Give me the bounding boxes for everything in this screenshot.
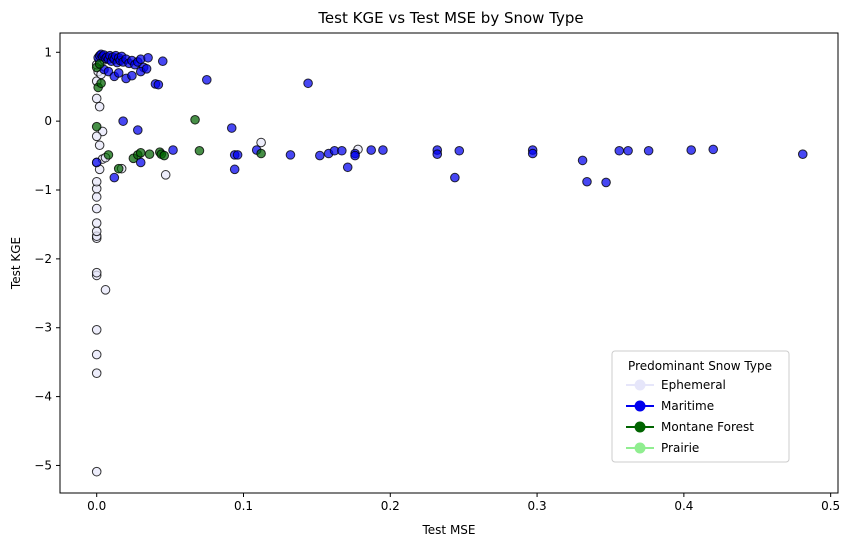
y-tick-label: 0 bbox=[44, 114, 52, 128]
data-point-maritime bbox=[201, 75, 212, 85]
data-point-ephemeral bbox=[94, 101, 105, 112]
y-tick-label: 1 bbox=[44, 45, 52, 59]
data-point-ephemeral bbox=[91, 349, 102, 360]
data-point-ephemeral bbox=[91, 131, 102, 142]
y-tick-label: −2 bbox=[34, 252, 52, 266]
x-tick-label: 0.1 bbox=[234, 499, 253, 513]
x-tick-label: 0.5 bbox=[821, 499, 840, 513]
data-point-maritime bbox=[350, 150, 360, 161]
data-point-ephemeral bbox=[91, 176, 102, 187]
data-point-maritime bbox=[454, 145, 465, 156]
legend: Predominant Snow Type Ephemeral Maritime M… bbox=[611, 350, 790, 463]
legend-entries: Ephemeral Maritime Montane Forest Prairie bbox=[626, 378, 754, 455]
data-point-ephemeral bbox=[91, 218, 102, 228]
x-tick-label: 0.4 bbox=[674, 499, 693, 513]
data-point-montane-forest bbox=[144, 149, 155, 159]
data-point-maritime bbox=[643, 145, 654, 156]
data-point-ephemeral bbox=[91, 466, 102, 477]
data-point-montane-forest bbox=[190, 114, 200, 125]
data-point-maritime bbox=[229, 164, 240, 175]
data-point-maritime bbox=[366, 145, 377, 155]
data-point-ephemeral bbox=[91, 267, 102, 278]
chart-title: Test KGE vs Test MSE by Snow Type bbox=[317, 9, 583, 27]
legend-marker-prairie bbox=[634, 442, 646, 454]
data-point-maritime bbox=[285, 150, 296, 160]
data-point-montane-forest bbox=[96, 78, 106, 89]
data-point-maritime bbox=[432, 149, 443, 159]
data-point-montane-forest bbox=[256, 148, 266, 159]
data-point-montane-forest bbox=[194, 145, 205, 156]
data-point-maritime bbox=[133, 125, 143, 135]
data-point-maritime bbox=[614, 145, 625, 156]
data-point-ephemeral bbox=[91, 203, 102, 214]
data-point-maritime bbox=[315, 150, 325, 161]
data-point-maritime bbox=[337, 145, 347, 156]
data-point-maritime bbox=[91, 157, 102, 168]
x-axis-label: Test MSE bbox=[422, 523, 476, 537]
data-point-maritime bbox=[118, 116, 128, 126]
data-point-ephemeral bbox=[160, 170, 171, 180]
legend-label-prairie: Prairie bbox=[661, 441, 699, 455]
legend-box bbox=[611, 350, 790, 463]
data-point-maritime bbox=[342, 162, 353, 173]
legend-marker-ephemeral bbox=[634, 379, 646, 391]
x-tick-label: 0.0 bbox=[87, 499, 106, 513]
data-point-maritime bbox=[527, 148, 538, 159]
data-point-ephemeral bbox=[91, 324, 102, 335]
x-tick-label: 0.3 bbox=[528, 499, 547, 513]
data-point-ephemeral bbox=[100, 285, 111, 295]
data-point-montane-forest bbox=[94, 59, 105, 69]
legend-title: Predominant Snow Type bbox=[628, 359, 772, 373]
data-point-montane-forest bbox=[103, 150, 114, 160]
y-tick-label: −3 bbox=[34, 321, 52, 335]
data-point-montane-forest bbox=[135, 148, 146, 158]
y-axis-label: Test KGE bbox=[9, 237, 23, 290]
data-point-maritime bbox=[378, 145, 388, 155]
data-point-maritime bbox=[708, 144, 719, 155]
data-point-maritime bbox=[143, 52, 153, 63]
y-tick-label: −4 bbox=[34, 390, 52, 404]
legend-label-maritime: Maritime bbox=[661, 399, 714, 413]
data-point-maritime bbox=[797, 149, 808, 159]
x-tick-label: 0.2 bbox=[381, 499, 400, 513]
legend-marker-montane-forest bbox=[634, 421, 646, 433]
data-point-maritime bbox=[157, 56, 168, 67]
data-point-maritime bbox=[113, 68, 124, 78]
y-tick-label: −1 bbox=[34, 183, 52, 197]
data-point-maritime bbox=[686, 145, 697, 155]
y-tick-label: −5 bbox=[34, 458, 52, 472]
data-point-maritime bbox=[582, 176, 592, 187]
data-point-montane-forest bbox=[113, 163, 124, 174]
data-point-ephemeral bbox=[91, 192, 102, 202]
y-axis-ticks: 1 0 −1 −2 −3 −4 −5 bbox=[34, 45, 60, 472]
data-point-maritime bbox=[601, 177, 611, 188]
legend-label-ephemeral: Ephemeral bbox=[661, 378, 726, 392]
legend-marker-maritime bbox=[634, 400, 646, 412]
data-points bbox=[91, 49, 808, 477]
plot-area bbox=[59, 32, 839, 494]
data-point-ephemeral bbox=[91, 368, 102, 378]
data-point-ephemeral bbox=[256, 137, 266, 148]
data-point-montane-forest bbox=[159, 150, 170, 161]
data-point-maritime bbox=[623, 145, 633, 156]
data-point-ephemeral bbox=[91, 93, 102, 104]
data-point-maritime bbox=[109, 172, 120, 183]
data-point-ephemeral bbox=[91, 226, 102, 237]
data-point-maritime bbox=[303, 78, 313, 89]
data-point-maritime bbox=[226, 123, 237, 133]
legend-label-montane-forest: Montane Forest bbox=[661, 420, 754, 434]
data-point-maritime bbox=[577, 155, 588, 166]
data-point-maritime bbox=[141, 64, 152, 74]
data-point-montane-forest bbox=[91, 121, 102, 132]
data-point-maritime bbox=[232, 150, 243, 160]
data-point-maritime bbox=[153, 79, 164, 90]
data-point-maritime bbox=[450, 172, 460, 183]
x-axis-ticks: 0.0 0.1 0.2 0.3 0.4 0.5 bbox=[87, 493, 840, 513]
data-point-ephemeral bbox=[94, 140, 105, 151]
data-point-maritime bbox=[168, 145, 178, 155]
data-point-maritime bbox=[127, 70, 137, 81]
